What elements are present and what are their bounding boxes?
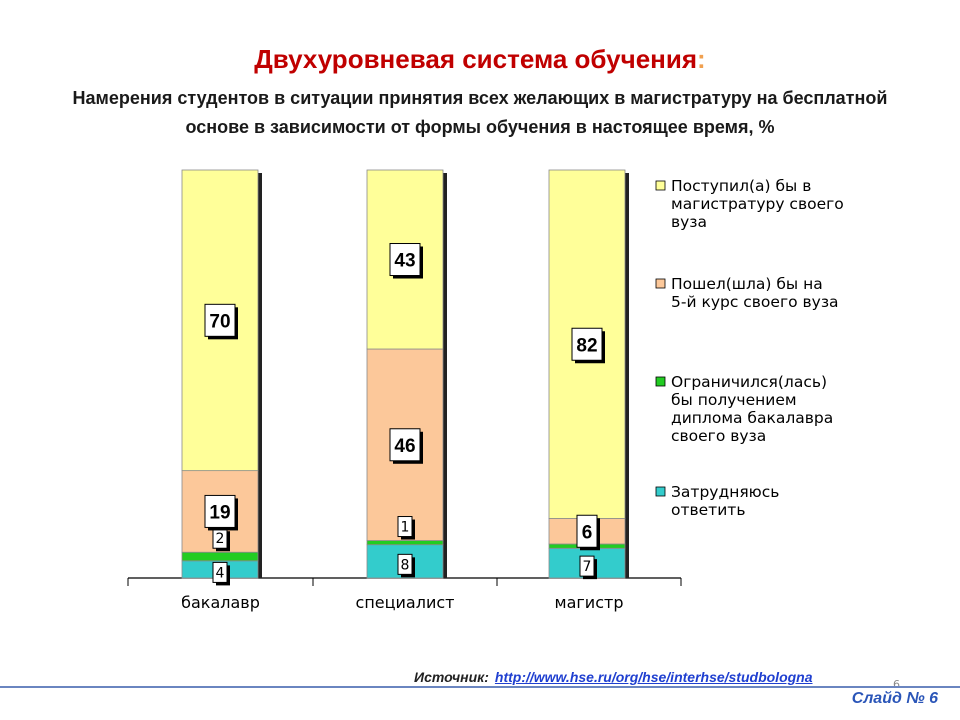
data-label: 2 [216, 531, 225, 547]
title-text: Двухуровневая система обучения [254, 44, 698, 74]
legend-label: диплома бакалавра [671, 409, 833, 427]
source-label: Источник: [414, 669, 489, 685]
data-label-box [579, 555, 595, 577]
data-label: 46 [394, 436, 415, 457]
footer-divider [0, 686, 960, 688]
legend-label: бы получением [671, 391, 797, 409]
legend-label: магистратуру своего [671, 195, 844, 213]
data-label-box [389, 428, 421, 462]
data-label: 82 [576, 335, 597, 356]
data-label-box [389, 243, 421, 277]
legend-label: своего вуза [671, 427, 766, 445]
stacked-bar-chart: 421970бакалавр814643специалист71682магис… [127, 169, 844, 612]
source-link[interactable]: http://www.hse.ru/org/hse/interhse/studb… [494, 669, 813, 685]
data-label-box [204, 494, 236, 528]
data-label: 1 [401, 520, 410, 536]
data-label: 4 [216, 565, 225, 581]
data-label: 19 [209, 502, 230, 523]
legend-label: Пошел(шла) бы на [671, 275, 823, 293]
bar-shadow [258, 173, 262, 578]
data-label: 70 [209, 311, 230, 332]
data-label: 8 [401, 557, 410, 573]
data-label: 43 [394, 251, 415, 272]
data-label-box [397, 516, 413, 538]
data-label-box [397, 553, 413, 575]
x-tick-label: бакалавр [181, 593, 260, 612]
data-label-box [576, 514, 598, 548]
legend-swatch [655, 278, 666, 289]
legend-swatch [655, 376, 666, 387]
x-tick-label: магистр [555, 593, 624, 612]
bar-shadow [443, 173, 447, 578]
legend-label: 5-й курс своего вуза [671, 293, 839, 311]
slide-number: Слайд № 6 [851, 690, 938, 707]
legend-swatch [655, 180, 666, 191]
legend-label: Поступил(а) бы в [671, 177, 811, 195]
bar-segment [366, 540, 444, 546]
data-label: 6 [582, 522, 593, 543]
data-label-box [212, 561, 228, 583]
legend-label: ответить [671, 501, 745, 519]
data-label: 7 [583, 559, 592, 575]
page-subtitle: Намерения студентов в ситуации принятия … [72, 88, 888, 137]
legend-label: Затрудняюсь [671, 483, 779, 501]
legend-swatch [655, 486, 666, 497]
data-label-box [204, 303, 236, 337]
data-label-box [571, 327, 603, 361]
legend-label: вуза [671, 213, 707, 231]
x-tick-label: специалист [356, 593, 455, 612]
page-title: Двухуровневая система обучения: [0, 44, 960, 75]
source-line: Источник: http://www.hse.ru/org/hse/inter… [414, 669, 813, 685]
bar-shadow [625, 173, 629, 578]
page-number-small: 6 [893, 678, 900, 691]
bar-segment [181, 551, 259, 562]
title-colon: : [697, 44, 706, 74]
legend-label: Ограничился(лась) [671, 373, 827, 391]
